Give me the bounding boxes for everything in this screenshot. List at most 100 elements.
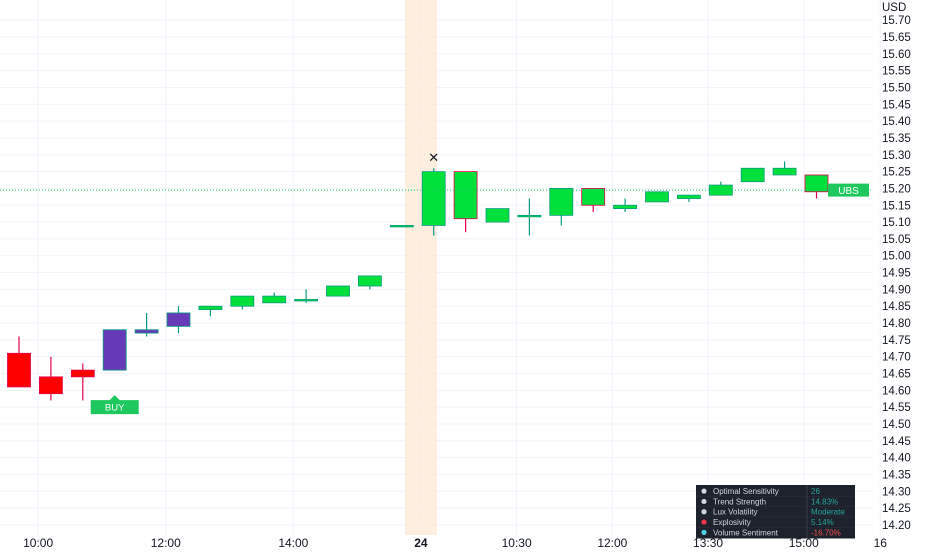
- candle-body: [389, 225, 414, 228]
- time-tick-label: 13:30: [693, 536, 723, 550]
- stats-value: Moderate: [811, 508, 845, 517]
- price-tick-label: 14.55: [882, 402, 911, 414]
- symbol-label-box: [828, 183, 869, 197]
- price-tick-label: 15.00: [882, 251, 911, 263]
- volume-icon: [701, 529, 707, 535]
- stats-label: Explosivity: [713, 518, 751, 527]
- price-tick-label: 15.50: [882, 82, 911, 94]
- candle: [198, 305, 223, 317]
- overlays: BUY UBS ✕: [0, 150, 873, 415]
- price-tick-label: 14.65: [882, 368, 911, 380]
- stats-label: Optimal Sensitivity: [713, 487, 779, 496]
- price-tick-label: 14.45: [882, 436, 911, 448]
- candle: [453, 171, 478, 233]
- candle-body: [772, 167, 797, 176]
- stats-label: Volume Sentiment: [713, 528, 779, 537]
- stats-value: -16.70%: [811, 528, 841, 537]
- time-tick-label: 16: [874, 536, 888, 550]
- candle: [645, 191, 669, 203]
- candle-body: [549, 188, 574, 216]
- time-tick-label: 12:00: [151, 536, 181, 550]
- candle: [677, 194, 701, 202]
- symbol-label-text: UBS: [838, 186, 859, 197]
- candle: [262, 292, 287, 304]
- candle-body: [485, 208, 510, 223]
- stats-row: Lux Volatility Moderate: [696, 508, 855, 518]
- price-tick-label: 15.20: [882, 183, 911, 195]
- candle: [708, 181, 733, 196]
- cross-marker-icon: ✕: [428, 150, 439, 165]
- candle-body: [613, 204, 637, 210]
- price-tick-label: 15.30: [882, 150, 911, 162]
- candle: [581, 188, 606, 212]
- candle: [485, 208, 510, 223]
- stats-row: Optimal Sensitivity 26: [696, 487, 855, 497]
- stats-label: Trend Strength: [713, 497, 766, 506]
- price-tick-label: 14.20: [882, 520, 911, 532]
- candle-body: [804, 174, 829, 193]
- price-tick-label: 15.10: [882, 217, 911, 229]
- candle: [517, 198, 542, 236]
- candle-body: [645, 191, 669, 203]
- price-tick-label: 14.85: [882, 301, 911, 313]
- price-tick-label: 15.45: [882, 99, 911, 111]
- sensitivity-icon: [701, 488, 707, 494]
- candle: [357, 275, 382, 290]
- candle-body: [198, 305, 223, 310]
- stats-label: Lux Volatility: [713, 508, 757, 517]
- stats-value: 14.83%: [811, 497, 838, 506]
- price-tick-label: 15.70: [882, 15, 911, 27]
- candle-body: [166, 312, 191, 327]
- price-tick-label: 15.60: [882, 49, 911, 61]
- price-tick-label: 14.70: [882, 352, 911, 364]
- price-tick-label: 14.35: [882, 469, 911, 481]
- candle-body: [39, 376, 63, 395]
- price-tick-label: 15.35: [882, 133, 911, 145]
- candle-body: [517, 214, 542, 218]
- price-tick-label: 15.05: [882, 234, 911, 246]
- stats-row: Volume Sentiment -16.70%: [701, 528, 841, 537]
- volatility-icon: [701, 509, 707, 515]
- stats-panel: Optimal Sensitivity 26 Trend Strength 14.83…: [696, 485, 855, 539]
- session-break: [404, 0, 437, 535]
- stats-row: Trend Strength 14.83%: [696, 497, 855, 507]
- candle: [70, 363, 95, 401]
- candle: [613, 198, 637, 212]
- grid: [0, 0, 881, 535]
- buy-label-text: BUY: [105, 403, 125, 414]
- candle-body: [326, 285, 350, 297]
- candle-body: [262, 295, 287, 304]
- candle: [39, 356, 63, 401]
- candle: [421, 168, 446, 236]
- symbol-price-label: UBS: [828, 183, 869, 197]
- buy-signal-label: BUY: [90, 395, 139, 415]
- price-tick-label: 15.15: [882, 200, 911, 212]
- price-tick-label: 14.80: [882, 318, 911, 330]
- candle-body: [102, 329, 127, 371]
- price-tick-label: 14.95: [882, 268, 911, 280]
- candle-body: [7, 352, 31, 388]
- price-tick-label: 14.50: [882, 419, 911, 431]
- candle: [166, 306, 191, 334]
- time-tick-label: 14:00: [278, 536, 308, 550]
- time-axis[interactable]: 10:00 12:00 14:00 24 10:30 12:00 13:30 15:00 16: [23, 536, 887, 550]
- candle: [102, 329, 127, 371]
- trend-icon: [701, 498, 707, 505]
- buy-label-shape: [90, 395, 139, 415]
- candle: [294, 289, 319, 303]
- candle-body: [421, 171, 446, 226]
- candle: [740, 167, 765, 183]
- price-tick-label: 15.25: [882, 167, 911, 179]
- price-axis[interactable]: 15.70 15.65 15.60 15.55 15.50 15.45 15.40 15.35…: [882, 2, 911, 532]
- candle: [549, 188, 574, 226]
- candle-body: [230, 295, 255, 307]
- stats-value: 5.14%: [811, 518, 834, 527]
- time-tick-label: 10:30: [502, 536, 532, 550]
- price-tick-label: 14.75: [882, 335, 911, 347]
- candle-body: [453, 171, 478, 220]
- candle-body: [740, 167, 765, 183]
- price-tick-label: 14.25: [882, 503, 911, 515]
- stats-value: 26: [811, 487, 820, 496]
